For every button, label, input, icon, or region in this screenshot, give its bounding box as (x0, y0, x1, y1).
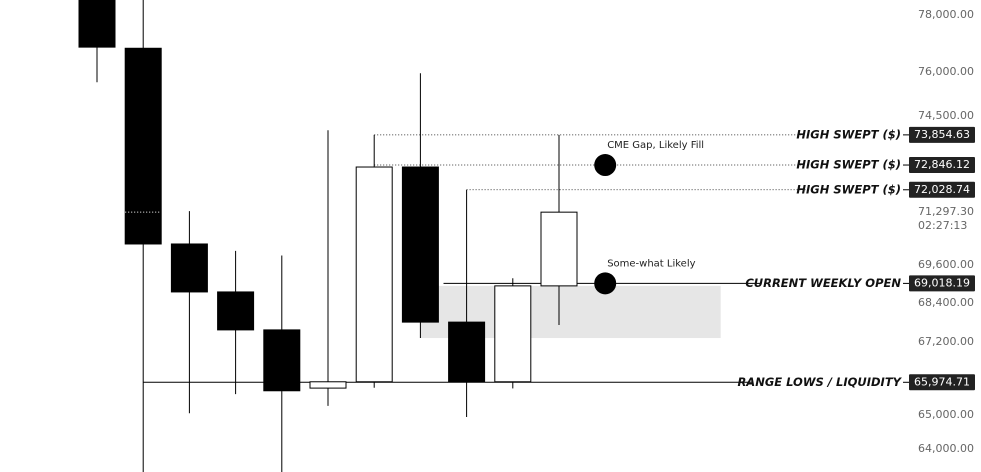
price-box (909, 126, 975, 143)
price-box (909, 374, 975, 391)
candle-body (263, 329, 301, 392)
candle-body (124, 47, 162, 245)
price-axis: 78,000.00 76,000.00 74,500.00 69,600.00 68,4… (906, 8, 974, 455)
annotation-text: Some-what Likely (607, 258, 695, 269)
level-name: HIGH SWEPT ($) (796, 127, 901, 141)
countdown: 02:27:13 (918, 219, 967, 232)
price-label: 72,846.12 (914, 158, 970, 171)
candle-body (355, 166, 393, 383)
y-tick-label: 69,600.00 (918, 258, 974, 271)
plot-area: CME Gap, Likely Fill Some-what Likely (78, 0, 806, 472)
level-name: HIGH SWEPT ($) (796, 182, 901, 196)
price-label: 65,974.71 (914, 375, 970, 388)
candle-body (78, 0, 116, 48)
annotation-dot (594, 154, 617, 177)
price-label: 69,018.19 (914, 276, 970, 289)
y-tick-label: 68,400.00 (918, 296, 974, 309)
y-tick-label: 67,200.00 (918, 335, 974, 348)
y-tick-label: 64,000.00 (918, 442, 974, 455)
candle-body (309, 381, 347, 389)
y-tick-label: 78,000.00 (918, 8, 974, 21)
candle-body (401, 166, 439, 323)
y-tick-label: 76,000.00 (918, 65, 974, 78)
last-price-label: 71,297.30 (918, 205, 974, 218)
candle-body (217, 291, 255, 331)
candle-body (540, 211, 578, 287)
annotation-text: CME Gap, Likely Fill (607, 140, 704, 151)
level-name: CURRENT WEEKLY OPEN (745, 276, 901, 290)
candle-body (448, 321, 486, 383)
price-box (909, 181, 975, 198)
level-name: RANGE LOWS / LIQUIDITY (737, 375, 902, 389)
candle-body (170, 243, 208, 293)
price-label: 72,028.74 (914, 183, 970, 196)
level-name: HIGH SWEPT ($) (796, 158, 901, 172)
price-box (909, 157, 975, 174)
y-tick-label: 74,500.00 (918, 109, 974, 122)
price-label: 73,854.63 (914, 128, 970, 141)
annotation-dot (594, 272, 617, 295)
price-box (909, 275, 975, 292)
candle-body (494, 285, 532, 383)
y-tick-label: 65,000.00 (918, 408, 974, 421)
